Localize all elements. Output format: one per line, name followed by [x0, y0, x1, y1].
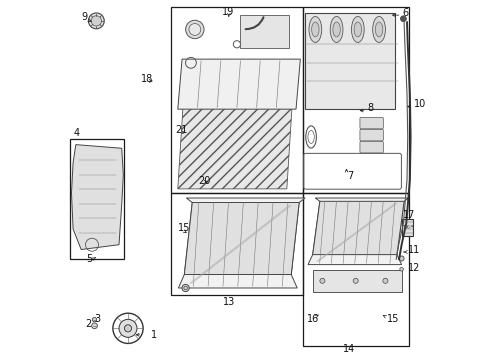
Text: 14: 14: [343, 344, 356, 354]
Bar: [303, 7, 409, 193]
Circle shape: [353, 278, 358, 283]
Circle shape: [399, 256, 404, 261]
Text: 17: 17: [403, 210, 416, 220]
Text: 3: 3: [95, 314, 100, 324]
Text: 4: 4: [74, 128, 80, 138]
Bar: [171, 7, 303, 193]
Text: 6: 6: [403, 8, 409, 18]
Polygon shape: [308, 198, 409, 265]
Text: 21: 21: [175, 125, 187, 135]
Ellipse shape: [330, 17, 343, 42]
Bar: [314, 270, 402, 292]
FancyBboxPatch shape: [360, 117, 383, 129]
FancyBboxPatch shape: [360, 141, 383, 153]
Ellipse shape: [375, 22, 383, 37]
Text: 20: 20: [198, 176, 211, 186]
Ellipse shape: [354, 22, 362, 37]
Text: 1: 1: [151, 330, 157, 340]
Circle shape: [182, 284, 189, 292]
Polygon shape: [178, 104, 292, 189]
Bar: [303, 193, 409, 346]
Polygon shape: [184, 202, 299, 274]
Circle shape: [189, 23, 201, 35]
Circle shape: [92, 323, 98, 329]
Ellipse shape: [309, 17, 322, 42]
Circle shape: [184, 286, 187, 290]
Text: 8: 8: [368, 103, 373, 113]
Circle shape: [91, 16, 101, 26]
Ellipse shape: [373, 17, 386, 42]
Circle shape: [92, 318, 97, 322]
FancyBboxPatch shape: [360, 129, 383, 141]
Text: 16: 16: [307, 314, 319, 324]
Polygon shape: [72, 145, 123, 249]
Text: 15: 15: [387, 314, 399, 324]
Ellipse shape: [351, 17, 364, 42]
Polygon shape: [178, 198, 305, 288]
Bar: [171, 193, 303, 295]
Text: 18: 18: [141, 74, 153, 84]
Text: 19: 19: [222, 6, 234, 17]
Text: TX-*: TX-*: [402, 225, 414, 230]
Text: 12: 12: [408, 263, 420, 273]
Circle shape: [186, 20, 204, 39]
Polygon shape: [178, 59, 300, 109]
FancyBboxPatch shape: [240, 15, 290, 48]
Text: 7: 7: [347, 171, 354, 181]
Bar: [402, 219, 414, 236]
Text: 13: 13: [222, 297, 235, 307]
Text: 9: 9: [81, 12, 87, 22]
Circle shape: [400, 16, 406, 22]
Ellipse shape: [312, 22, 319, 37]
Circle shape: [88, 13, 104, 29]
Text: 2: 2: [85, 319, 91, 329]
Bar: [71, 139, 124, 259]
Circle shape: [124, 325, 132, 332]
Text: 11: 11: [408, 245, 420, 255]
Polygon shape: [313, 201, 404, 255]
Circle shape: [119, 319, 137, 337]
Text: 15: 15: [178, 223, 191, 233]
Circle shape: [383, 278, 388, 283]
Text: 10: 10: [414, 99, 426, 109]
Circle shape: [320, 278, 325, 283]
Text: 5: 5: [87, 254, 93, 264]
Ellipse shape: [333, 22, 340, 37]
Circle shape: [400, 267, 403, 271]
FancyBboxPatch shape: [305, 13, 395, 109]
